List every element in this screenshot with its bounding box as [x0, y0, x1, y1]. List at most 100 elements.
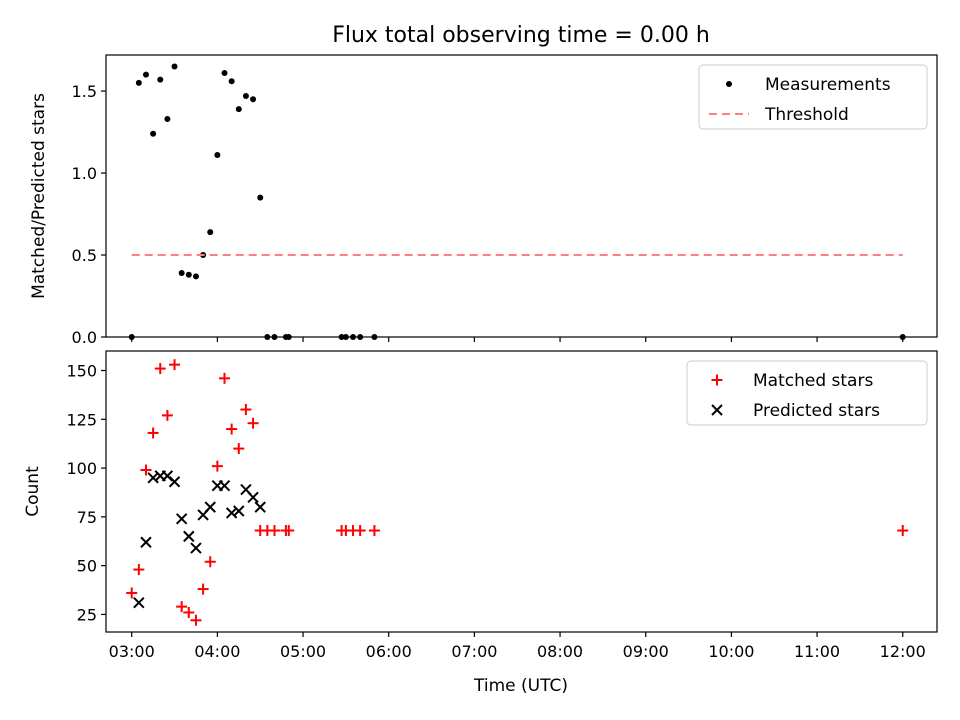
- measurement-point: [271, 334, 278, 340]
- matched-star-marker: [226, 423, 238, 435]
- y-tick-label: 50: [77, 557, 97, 576]
- y-tick-label: 75: [77, 508, 97, 527]
- legend-label: Measurements: [765, 75, 891, 95]
- matched-star-marker: [211, 460, 223, 472]
- x-tick-label: 10:00: [708, 642, 754, 661]
- x-tick-label: 09:00: [623, 642, 669, 661]
- matched-star-marker: [169, 359, 181, 371]
- measurement-point: [350, 334, 357, 340]
- legend-measurements-marker: [726, 81, 732, 87]
- legend-label: Matched stars: [753, 371, 873, 391]
- measurement-point: [128, 334, 135, 340]
- matched-star-marker: [204, 556, 216, 568]
- measurement-point: [264, 334, 271, 340]
- predicted-star-marker: [247, 491, 259, 504]
- measurement-point: [235, 106, 242, 113]
- predicted-star-marker: [204, 501, 216, 513]
- x-tick-label: 04:00: [194, 642, 240, 661]
- predicted-star-marker: [254, 501, 266, 513]
- predicted-star-marker: [190, 542, 202, 554]
- x-b: [147, 472, 159, 484]
- x-tick-label: 06:00: [366, 642, 412, 661]
- matched-star-marker: [240, 404, 252, 416]
- x-b: [183, 530, 195, 543]
- y-tick-label: 1.5: [72, 82, 97, 101]
- y-tick-label: 150: [66, 362, 97, 381]
- y-tick-label: 100: [66, 459, 97, 478]
- measurement-point: [357, 334, 364, 340]
- predicted-star-marker: [233, 505, 245, 517]
- x-b: [218, 479, 231, 492]
- measurement-point: [142, 71, 149, 78]
- x-tick-label: 05:00: [280, 642, 326, 661]
- measurement-point: [250, 96, 257, 103]
- measurement-point: [342, 334, 349, 340]
- measurement-point: [338, 334, 345, 340]
- x-b: [175, 513, 188, 525]
- predicted-star-marker: [175, 513, 188, 525]
- predicted-star-marker: [218, 479, 231, 492]
- measurement-point: [285, 334, 292, 340]
- measurement-point: [228, 78, 235, 85]
- legend-predicted-marker-b: [711, 404, 723, 416]
- matched-star-marker: [133, 564, 145, 576]
- legend: Measurements Threshold: [698, 64, 928, 130]
- measurement-point: [207, 229, 214, 236]
- y-tick-label: 25: [77, 605, 97, 624]
- y-tick-label: 0.0: [72, 328, 97, 347]
- y-axis-label: Matched/Predicted stars: [29, 93, 49, 299]
- measurement-point: [135, 79, 142, 86]
- x-b: [168, 476, 181, 488]
- x-b: [254, 501, 266, 513]
- axes-frame: [105, 350, 938, 633]
- y-tick-label: 0.5: [72, 246, 97, 265]
- legend-box: [698, 64, 928, 130]
- legend-label: Threshold: [764, 105, 849, 125]
- x-b: [190, 542, 202, 554]
- y-axis-label: Count: [23, 466, 43, 517]
- x-tick-label: 12:00: [880, 642, 926, 661]
- legend: Matched stars Predicted stars: [686, 360, 928, 426]
- measurement-point: [150, 130, 157, 137]
- count-panel: 25 50 75 100 125 150 03:00 04:00 05:00 06:00 07:00…: [23, 350, 938, 661]
- measurement-point: [164, 115, 171, 122]
- matched-star-marker: [154, 363, 166, 375]
- matched-star-marker: [161, 409, 173, 421]
- measurement-point: [178, 270, 185, 277]
- x-tick-label: 03:00: [109, 642, 155, 661]
- x-b: [225, 507, 238, 519]
- measurement-point: [214, 152, 221, 159]
- matched-star-marker: [176, 601, 188, 613]
- matched-star-marker: [268, 525, 280, 537]
- measurement-point: [242, 92, 249, 99]
- matched-star-marker: [126, 587, 138, 599]
- x-b: [140, 536, 152, 548]
- ratio-panel: 0.0 0.5 1.0 1.5 Matched/Predicted stars Measu…: [29, 54, 938, 347]
- y-tick-label: 1.0: [72, 164, 97, 183]
- predicted-star-marker: [225, 507, 238, 519]
- measurement-point: [899, 334, 906, 340]
- axes-frame: [105, 54, 938, 338]
- matched-star-marker: [368, 525, 380, 537]
- matched-star-marker: [247, 417, 259, 429]
- chart-title: Flux total observing time = 0.00 h: [332, 23, 710, 48]
- x-b: [133, 597, 145, 609]
- predicted-star-marker: [183, 530, 195, 543]
- matched-star-marker: [147, 427, 159, 439]
- x-tick-label: 07:00: [451, 642, 497, 661]
- predicted-star-marker: [140, 536, 152, 548]
- x-b: [247, 491, 259, 504]
- measurement-point: [171, 63, 178, 70]
- predicted-star-marker: [147, 472, 159, 484]
- measurement-point: [192, 273, 199, 280]
- x-b: [240, 483, 252, 496]
- predicted-star-marker: [133, 597, 145, 609]
- x-b: [204, 501, 216, 513]
- predicted-star-marker: [168, 476, 181, 488]
- x-tick-label: 11:00: [794, 642, 840, 661]
- legend-label: Predicted stars: [753, 401, 880, 421]
- measurement-point: [221, 70, 228, 77]
- measurement-point: [185, 271, 192, 278]
- x-axis-label: Time (UTC): [473, 676, 568, 696]
